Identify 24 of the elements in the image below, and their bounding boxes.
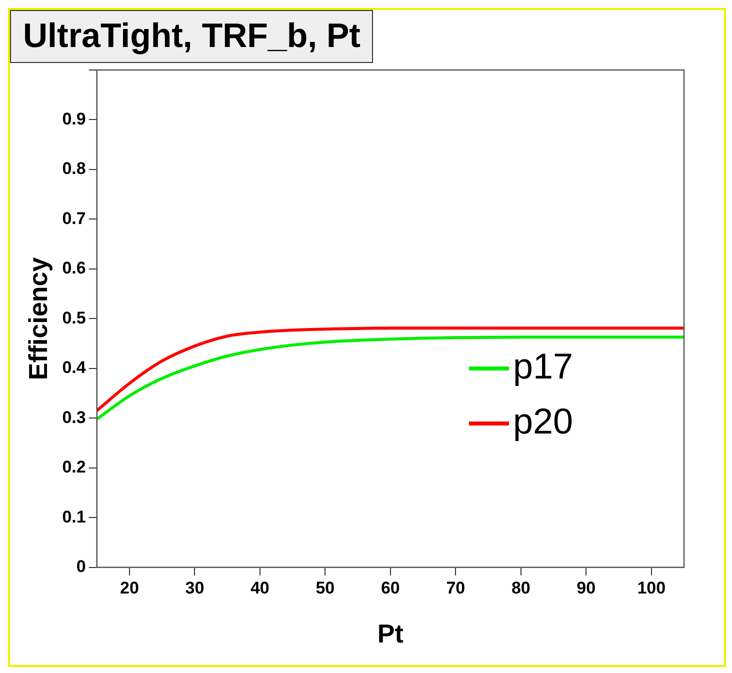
y-tick-label: 0.7 <box>62 208 86 228</box>
y-tick-label: 0.1 <box>62 507 86 526</box>
y-tick-label: 0.3 <box>62 408 86 427</box>
y-tick-label: 0.6 <box>62 258 86 278</box>
y-tick-label: 0.2 <box>62 458 86 477</box>
x-tick-label: 80 <box>511 578 530 598</box>
x-tick-label: 90 <box>576 578 596 598</box>
legend-label: p17 <box>513 345 574 386</box>
x-tick-label: 20 <box>120 578 139 598</box>
y-tick-label: 0 <box>76 557 86 576</box>
y-tick-label: 0.4 <box>62 358 86 378</box>
x-tick-label: 50 <box>316 578 335 598</box>
chart-title: UltraTight, TRF_b, Pt <box>10 10 374 63</box>
y-tick-label: 0.9 <box>62 109 86 128</box>
x-tick-label: 100 <box>637 578 666 598</box>
x-tick-label: 40 <box>250 578 270 598</box>
x-axis-title: Pt <box>377 618 404 649</box>
x-tick-label: 30 <box>185 578 204 598</box>
legend-label: p20 <box>513 400 574 442</box>
x-tick-label: 60 <box>380 578 400 598</box>
y-tick-label: 0.8 <box>62 159 86 178</box>
y-tick-label: 0.5 <box>62 308 86 328</box>
x-tick-label: 70 <box>446 578 466 598</box>
y-axis-title: Efficiency <box>22 256 53 380</box>
